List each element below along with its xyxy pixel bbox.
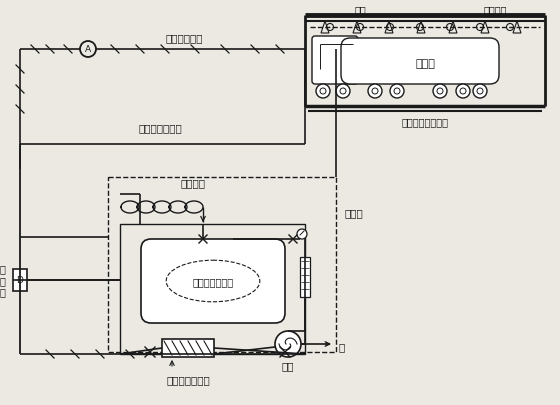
Circle shape bbox=[394, 89, 400, 95]
Text: 泡沫混合液管线: 泡沫混合液管线 bbox=[138, 123, 182, 133]
Circle shape bbox=[460, 89, 466, 95]
FancyBboxPatch shape bbox=[312, 37, 358, 85]
FancyBboxPatch shape bbox=[141, 239, 285, 323]
Circle shape bbox=[433, 85, 447, 99]
Bar bbox=[120, 224, 305, 354]
Bar bbox=[13, 269, 27, 291]
Circle shape bbox=[456, 85, 470, 99]
Text: 辅助软管: 辅助软管 bbox=[180, 177, 205, 188]
Text: A: A bbox=[85, 45, 91, 54]
Text: 雨
淋
阀: 雨 淋 阀 bbox=[0, 264, 5, 297]
Circle shape bbox=[80, 42, 96, 58]
Text: 探头: 探头 bbox=[354, 5, 366, 15]
Text: 泡沫站: 泡沫站 bbox=[344, 207, 363, 217]
Circle shape bbox=[390, 85, 404, 99]
Text: D: D bbox=[17, 276, 24, 285]
Circle shape bbox=[336, 85, 350, 99]
Circle shape bbox=[340, 89, 346, 95]
Text: 信号放大装置: 信号放大装置 bbox=[165, 33, 203, 43]
Text: 水: 水 bbox=[338, 341, 344, 351]
Circle shape bbox=[275, 331, 301, 357]
Circle shape bbox=[372, 89, 378, 95]
Circle shape bbox=[477, 89, 483, 95]
Text: 油槽车: 油槽车 bbox=[415, 59, 435, 69]
Bar bbox=[162, 339, 214, 357]
Bar bbox=[108, 177, 336, 352]
Bar bbox=[300, 257, 310, 297]
Circle shape bbox=[320, 89, 326, 95]
Text: 泡沫喷头: 泡沫喷头 bbox=[483, 5, 507, 15]
Circle shape bbox=[437, 89, 443, 95]
Text: 落地雾化泡沫喷头: 落地雾化泡沫喷头 bbox=[402, 117, 449, 127]
Text: 泡沫比例混合器: 泡沫比例混合器 bbox=[166, 374, 210, 384]
Circle shape bbox=[316, 85, 330, 99]
Text: 水泵: 水泵 bbox=[282, 360, 294, 370]
Text: 囊式泡沫液储罐: 囊式泡沫液储罐 bbox=[193, 276, 234, 286]
Circle shape bbox=[368, 85, 382, 99]
FancyBboxPatch shape bbox=[341, 39, 499, 85]
Circle shape bbox=[473, 85, 487, 99]
Circle shape bbox=[297, 230, 307, 239]
